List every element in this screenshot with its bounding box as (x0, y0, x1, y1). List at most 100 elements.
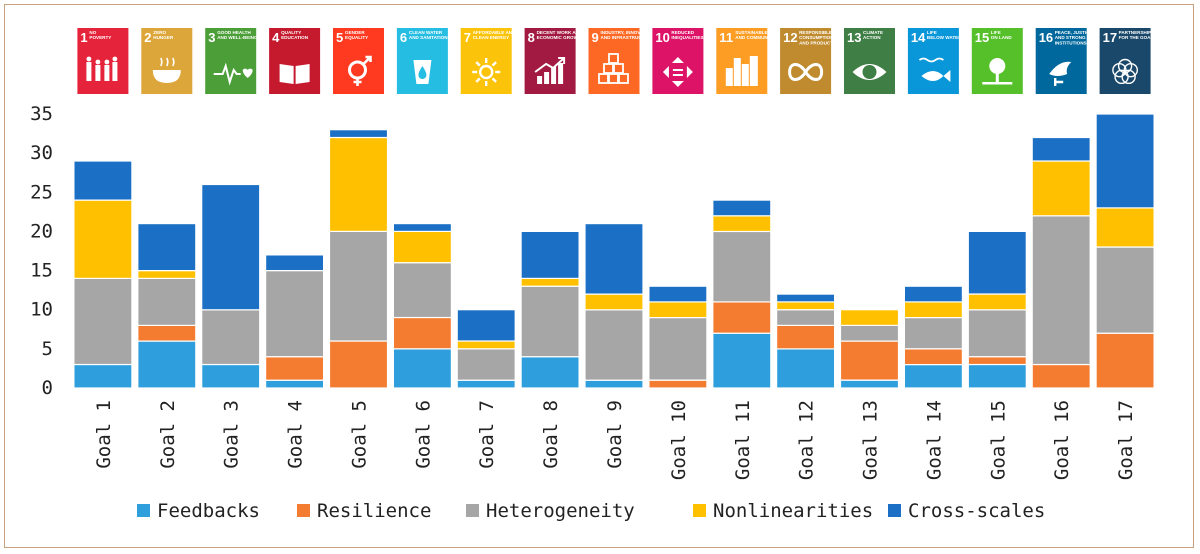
y-tick-label: 35 (30, 103, 53, 125)
sdg-number: 4 (272, 30, 280, 45)
bar-segment-resilience (775, 324, 836, 350)
bar-segment-heterogeneity (265, 270, 325, 358)
sdg-number: 13 (847, 30, 861, 45)
sdg-caption: CLEAN WATER (409, 30, 443, 35)
bar-segment-cross-scales (648, 285, 708, 303)
sdg-tile (205, 28, 257, 94)
y-tick-label: 15 (30, 260, 53, 282)
bar-segment-heterogeneity (1031, 215, 1091, 366)
sdg-caption: RESPONSIBLE (799, 30, 832, 35)
dove-icon (1049, 61, 1072, 86)
x-tick-group: Goal 3 (221, 400, 243, 469)
bar-segment-feedbacks (839, 379, 900, 389)
bar-segment-cross-scales (520, 230, 580, 279)
sdg-number: 9 (592, 30, 599, 45)
sdg-caption: LIFE (927, 30, 937, 35)
sdg-number: 11 (719, 30, 733, 45)
x-tick-group: Goal 5 (349, 400, 371, 469)
sdg-caption: ZERO (153, 30, 166, 35)
bar-segment-cross-scales (137, 223, 197, 272)
sdg-caption: HUNGER (153, 35, 174, 40)
x-tick-group: Goal 7 (476, 400, 498, 469)
y-tick-label: 5 (42, 338, 53, 360)
y-tick-label: 0 (42, 377, 53, 399)
sdg-tile (77, 28, 129, 94)
sdg-caption: FOR THE GOALS (1119, 35, 1157, 40)
sdg-number: 2 (144, 30, 151, 45)
sdg-caption: CLEAN ENERGY (473, 35, 510, 40)
legend-label: Resilience (317, 500, 431, 522)
sdg-caption: ON LAND (991, 35, 1013, 40)
x-tick-group: Goal 16 (1051, 400, 1073, 480)
y-tick-label: 30 (30, 142, 53, 164)
sdg-caption: AND PRODUCTION (799, 40, 842, 45)
infinity-icon (788, 63, 824, 81)
bar-segment-nonlinearities (967, 293, 1027, 311)
sdg-caption: ECONOMIC GROWTH (537, 35, 585, 40)
bar-segment-heterogeneity (967, 309, 1027, 358)
bar-segment-resilience (712, 301, 772, 334)
bar-segment-nonlinearities (1095, 207, 1155, 248)
sdg-tile (844, 28, 895, 94)
bar-segment-cross-scales (584, 223, 644, 295)
x-tick-label: Goal 2 (157, 400, 179, 469)
bar-segment-heterogeneity (775, 309, 836, 327)
x-tick-label: Goal 11 (732, 400, 754, 480)
sdg-caption: INDUSTRY, INNOVATION (601, 30, 655, 35)
bar-segment-cross-scales (712, 199, 772, 217)
legend-swatch (137, 504, 150, 517)
sdg-number: 7 (464, 30, 471, 45)
bar-segment-heterogeneity (456, 348, 516, 381)
sdg-tile (780, 28, 832, 94)
sdg-caption: CLIMATE (863, 30, 883, 35)
bar-segment-cross-scales (1031, 136, 1091, 162)
sdg-caption: SUSTAINABLE CITIES (735, 30, 783, 35)
sdg-caption: EDUCATION (281, 35, 309, 40)
gender-icon (348, 55, 372, 86)
x-tick-label: Goal 9 (604, 400, 626, 469)
x-tick-label: Goal 15 (987, 400, 1009, 480)
bar-segment-feedbacks (903, 363, 964, 389)
bar-segment-resilience (967, 356, 1027, 366)
bar-segment-heterogeneity (584, 309, 644, 381)
legend-label: Cross-scales (908, 500, 1045, 522)
bar-segment-nonlinearities (839, 309, 900, 327)
x-tick-label: Goal 3 (221, 400, 243, 469)
sdg-number: 17 (1103, 30, 1117, 45)
bar-segment-heterogeneity (392, 262, 452, 319)
bowl-icon (152, 57, 181, 83)
x-tick-label: Goal 10 (668, 400, 690, 480)
x-tick-group: Goal 2 (157, 400, 179, 469)
bar-segment-nonlinearities (648, 301, 708, 319)
bar-segment-heterogeneity (839, 324, 900, 342)
sdg-number: 16 (1039, 30, 1053, 45)
x-tick-group: Goal 13 (860, 400, 882, 480)
legend-swatch (888, 504, 901, 517)
rings-icon (1112, 58, 1139, 85)
sdg-caption: EQUALITY (345, 35, 368, 40)
bar-segment-resilience (648, 379, 708, 389)
growth-chart-icon (534, 57, 566, 84)
bar-segment-heterogeneity (201, 309, 261, 366)
bar-segment-resilience (265, 356, 325, 381)
sdg-caption: POVERTY (89, 35, 111, 40)
fish-icon (918, 57, 951, 82)
y-tick-label: 10 (30, 299, 53, 321)
sdg-caption: PARTNERSHIPS (1119, 30, 1155, 35)
sdg-caption: AND COMMUNITIES (735, 35, 779, 40)
x-tick-group: Goal 6 (412, 400, 434, 469)
bar-segment-resilience (137, 324, 197, 342)
x-tick-label: Goal 12 (796, 400, 818, 480)
bar-segment-nonlinearities (520, 277, 580, 287)
sdg-caption: GENDER (345, 30, 365, 35)
x-tick-label: Goal 1 (93, 400, 115, 469)
bar-segment-feedbacks (520, 356, 580, 389)
bar-segment-resilience (392, 316, 452, 350)
sdg-number: 15 (975, 30, 989, 45)
bar-segment-feedbacks (775, 348, 836, 389)
